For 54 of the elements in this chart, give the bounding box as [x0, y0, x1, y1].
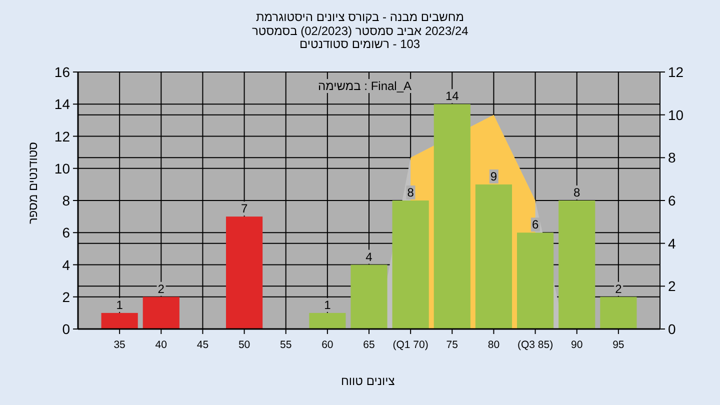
- data-label: 6: [532, 218, 539, 232]
- x-tick-label: (Q3 85): [517, 339, 554, 351]
- bar: [101, 312, 138, 329]
- data-label: 14: [445, 89, 460, 104]
- x-tick-label: 35: [114, 339, 126, 351]
- bar: [434, 104, 470, 329]
- x-tick-label: 95: [612, 339, 624, 351]
- data-label: 2: [158, 282, 165, 296]
- y-axis-title: מספר סטודנטים: [26, 142, 40, 224]
- data-label: 1: [116, 298, 124, 312]
- y2-tick-label: 8: [668, 150, 676, 166]
- chart-title: היסטוגרמת ציונים בקורס - מבנה מחשבים: [256, 10, 464, 24]
- x-axis-title: טווח ציונים: [341, 374, 395, 388]
- x-tick-label: 65: [363, 339, 375, 351]
- y-tick-label: 0: [62, 321, 70, 337]
- x-tick-label: 55: [280, 339, 292, 351]
- bar: [309, 312, 346, 329]
- y-tick-label: 14: [54, 96, 70, 112]
- x-tick-label: 40: [155, 339, 168, 351]
- data-label: 8: [574, 186, 581, 200]
- y-tick-label: 8: [62, 192, 70, 208]
- y2-tick-label: 10: [668, 106, 684, 123]
- bar: [600, 296, 637, 329]
- data-label: 4: [366, 250, 373, 264]
- data-label: 1: [324, 298, 332, 312]
- data-label: 8: [407, 186, 414, 200]
- y2-tick-label: 0: [668, 321, 676, 337]
- bar: [392, 200, 429, 329]
- y2-tick-label: 2: [668, 278, 676, 294]
- x-tick-label: 75: [446, 339, 458, 351]
- x-tick-label: 60: [322, 339, 334, 351]
- y-tick-label: 6: [62, 224, 70, 241]
- data-label: 7: [240, 202, 248, 216]
- bar: [558, 200, 596, 329]
- y2-tick-label: 4: [668, 235, 676, 252]
- y-tick-label: 4: [62, 256, 70, 273]
- y-tick-label: 16: [54, 64, 70, 80]
- bar: [350, 264, 388, 329]
- y2-tick-label: 6: [668, 192, 676, 208]
- x-tick-label: 90: [571, 339, 583, 351]
- x-tick-label: 45: [196, 339, 209, 351]
- y2-tick-label: 12: [668, 64, 684, 80]
- bar: [516, 232, 554, 329]
- y-tick-label: 10: [54, 160, 70, 176]
- data-label: 9: [490, 169, 498, 184]
- x-tick-label: 50: [238, 339, 250, 351]
- y-tick-label: 12: [54, 128, 70, 144]
- x-tick-label: (Q1 70): [392, 339, 428, 351]
- x-tick-label: 80: [488, 339, 500, 351]
- bar: [142, 296, 180, 329]
- bar: [226, 216, 263, 329]
- data-label: 2: [615, 282, 622, 296]
- bar: [475, 184, 512, 329]
- y-tick-label: 2: [62, 288, 70, 305]
